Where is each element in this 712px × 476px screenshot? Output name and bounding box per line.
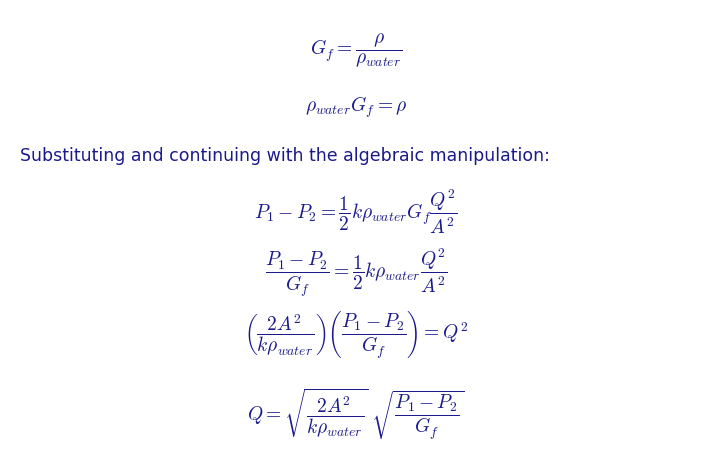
Text: Substituting and continuing with the algebraic manipulation:: Substituting and continuing with the alg… [20, 147, 550, 165]
Text: $\left(\dfrac{2A^2}{k\rho_{water}}\right)\left(\dfrac{P_1 - P_2}{G_f}\right) = Q: $\left(\dfrac{2A^2}{k\rho_{water}}\right… [244, 310, 468, 361]
Text: $Q = \sqrt{\dfrac{2A^2}{k\rho_{water}}} \; \sqrt{\dfrac{P_1 - P_2}{G_f}}$: $Q = \sqrt{\dfrac{2A^2}{k\rho_{water}}} … [247, 387, 465, 442]
Text: $G_f = \dfrac{\rho}{\rho_{water}}$: $G_f = \dfrac{\rho}{\rho_{water}}$ [310, 31, 402, 69]
Text: $\dfrac{P_1 - P_2}{G_f} = \dfrac{1}{2} k\rho_{water} \dfrac{Q^2}{A^2}$: $\dfrac{P_1 - P_2}{G_f} = \dfrac{1}{2} k… [264, 246, 448, 298]
Text: $P_1 - P_2 = \dfrac{1}{2} k\rho_{water} G_f \dfrac{Q^2}{A^2}$: $P_1 - P_2 = \dfrac{1}{2} k\rho_{water} … [254, 188, 458, 236]
Text: $\rho_{water} G_f = \rho$: $\rho_{water} G_f = \rho$ [305, 94, 407, 120]
